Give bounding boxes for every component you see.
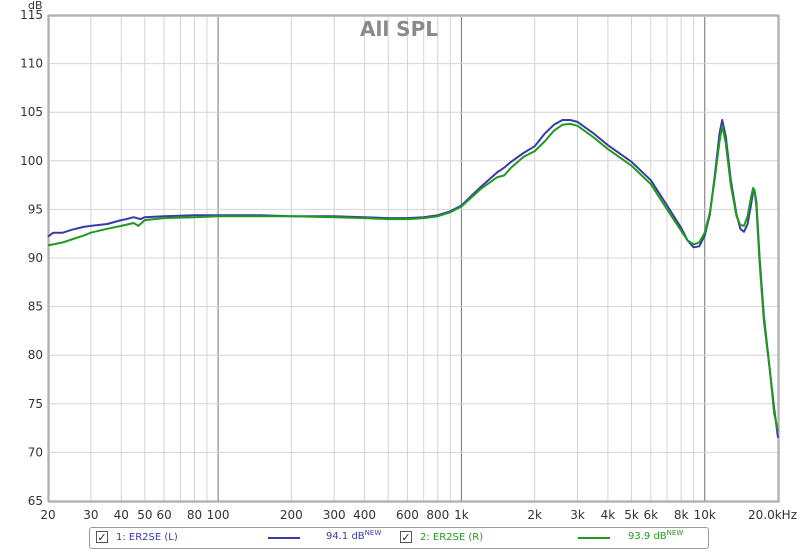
y-tick-label: 85 [28, 300, 43, 314]
legend-checkbox-left[interactable]: ✓ [96, 531, 108, 544]
legend-swatch-right [578, 537, 610, 539]
x-tick-label: 1k [454, 508, 469, 522]
plot-shadow [48, 15, 780, 503]
x-tick-label: 4k [601, 508, 616, 522]
y-tick-label: 75 [28, 397, 43, 411]
x-tick-label: 3k [570, 508, 585, 522]
x-tick-label: 80 [187, 508, 202, 522]
x-tick-label: 50 [137, 508, 152, 522]
y-tick-label: 70 [28, 445, 43, 459]
series-line-2 [47, 122, 779, 432]
x-tick-label: 600 [396, 508, 419, 522]
x-tick-label: 30 [83, 508, 98, 522]
y-tick-label: 115 [20, 8, 43, 22]
x-tick-label: 8k [674, 508, 689, 522]
x-tick-label: 60 [156, 508, 171, 522]
x-tick-label: 40 [114, 508, 129, 522]
x-tick-label: 100 [207, 508, 230, 522]
x-tick-label: 20 [40, 508, 55, 522]
x-tick-label: 200 [280, 508, 303, 522]
y-axis-label: dB [28, 0, 43, 12]
legend-swatch-left [268, 537, 300, 539]
legend-bar: ✓ 1: ER2SE (L) 94.1 dBNEW ✓ 2: ER2SE (R)… [89, 527, 709, 549]
y-tick-label: 100 [20, 154, 43, 168]
x-tick-label: 6k [643, 508, 658, 522]
legend-label-left: 1: ER2SE (L) [116, 532, 178, 543]
legend-entry-left: ✓ 1: ER2SE (L) 94.1 dBNEW [90, 528, 400, 548]
legend-entry-right: ✓ 2: ER2SE (R) 93.9 dBNEW [400, 528, 710, 548]
series-line-1 [47, 119, 779, 438]
chart-title: All SPL [360, 17, 438, 41]
y-tick-label: 105 [20, 105, 43, 119]
legend-value-left: 94.1 dBNEW [326, 529, 382, 542]
x-tick-label: 800 [426, 508, 449, 522]
y-tick-label: 110 [20, 57, 43, 71]
y-tick-label: 80 [28, 348, 43, 362]
y-tick-label: 90 [28, 251, 43, 265]
x-tick-label: 400 [353, 508, 376, 522]
legend-value-right: 93.9 dBNEW [628, 529, 684, 542]
x-tick-label: 5k [624, 508, 639, 522]
plot-frame [47, 14, 779, 502]
x-tick-label: 2k [527, 508, 542, 522]
x-tick-label: 300 [323, 508, 346, 522]
y-tick-label: 95 [28, 202, 43, 216]
x-tick-label: 20.0kHz [748, 508, 797, 522]
x-tick-label: 10k [694, 508, 716, 522]
y-tick-label: 65 [28, 494, 43, 508]
legend-checkbox-right[interactable]: ✓ [400, 531, 412, 544]
legend-label-right: 2: ER2SE (R) [420, 532, 484, 543]
